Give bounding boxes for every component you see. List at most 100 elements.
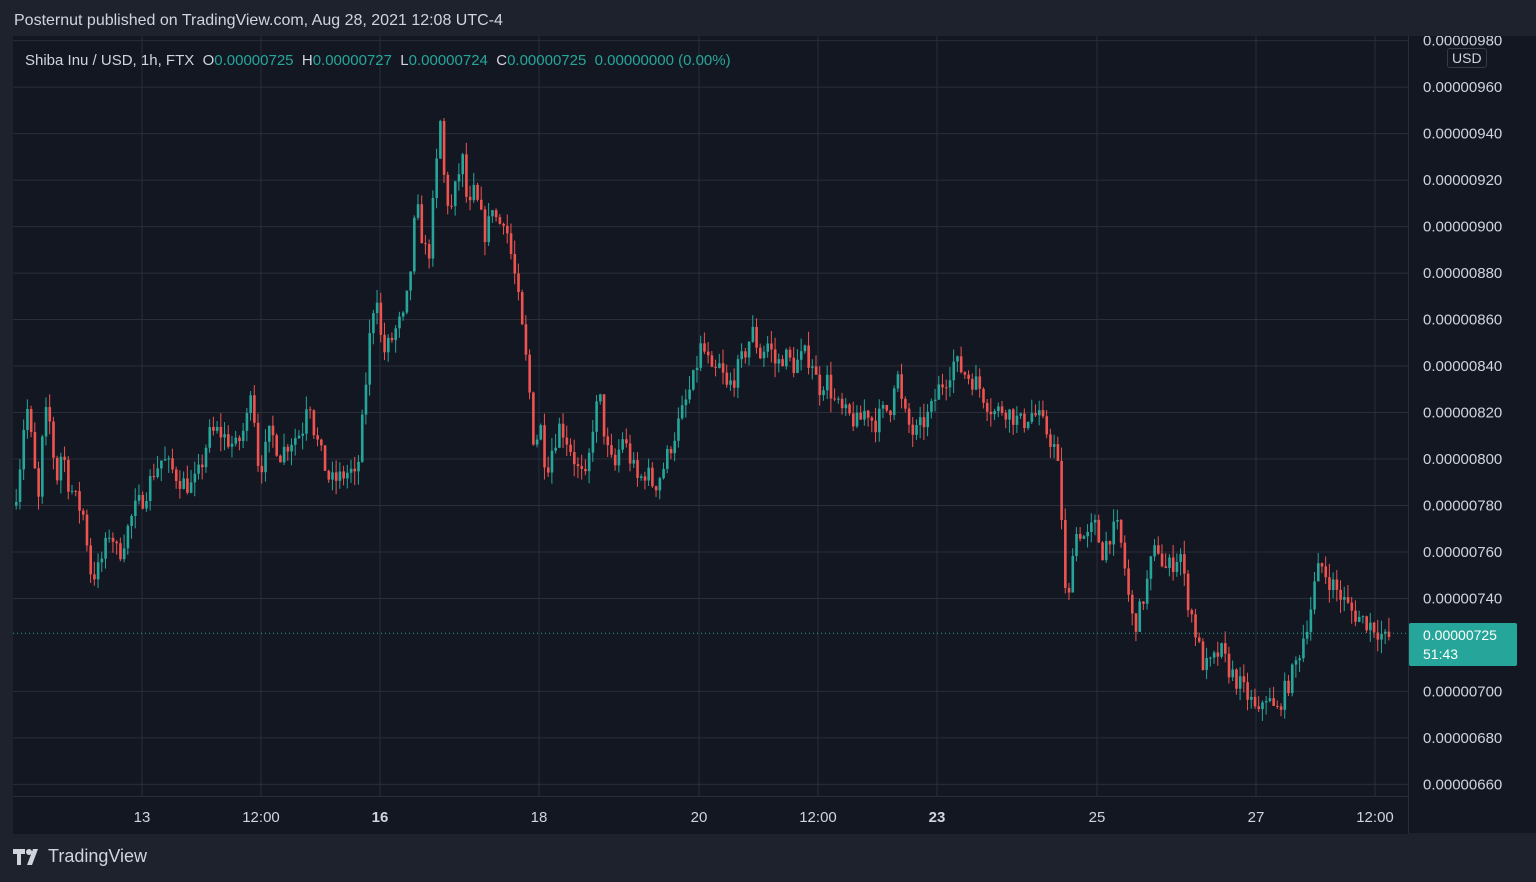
candle-body <box>238 437 241 442</box>
candle-body <box>316 435 319 440</box>
candle-body <box>1305 631 1309 639</box>
candle-body <box>41 436 44 497</box>
candle-body <box>982 388 985 403</box>
candle-body <box>401 312 405 317</box>
candle-body <box>587 452 591 472</box>
candle-body <box>63 456 66 460</box>
candle-body <box>160 460 163 469</box>
candle-body <box>825 374 829 391</box>
brand-footer[interactable]: TradingView <box>13 846 147 867</box>
candle-body <box>81 510 85 515</box>
candle-body <box>766 343 770 352</box>
candle-body <box>781 359 784 367</box>
candle-body <box>1250 696 1253 700</box>
candle-body <box>1104 541 1108 561</box>
candle-body <box>301 433 305 436</box>
candle-body <box>264 441 267 473</box>
candle-body <box>904 398 907 409</box>
candle-body <box>1078 533 1082 539</box>
candle-body <box>848 404 851 414</box>
time-tick-label: 12:00 <box>242 809 280 826</box>
candle-body <box>145 500 148 509</box>
candle-body <box>762 351 766 359</box>
candle-body <box>1276 705 1279 707</box>
candle-body <box>1153 545 1156 557</box>
price-tick-label: 0.00000820 <box>1423 405 1502 422</box>
candle-body <box>755 326 758 348</box>
candle-body <box>692 370 695 390</box>
candle-body <box>684 399 688 406</box>
price-tick-label: 0.00000740 <box>1423 590 1502 607</box>
candle-body <box>93 574 96 580</box>
candle-body <box>74 490 78 492</box>
candle-body <box>249 395 252 414</box>
candle-body <box>494 210 498 218</box>
candle-body <box>368 333 371 385</box>
candle-body <box>122 548 126 560</box>
candle-body <box>721 363 725 373</box>
candle-body <box>863 410 866 420</box>
time-tick-label: 13 <box>134 809 151 826</box>
candle-body <box>1238 676 1242 689</box>
time-tick-label: 27 <box>1248 809 1265 826</box>
candle-body <box>1309 609 1313 632</box>
candle-body <box>561 423 565 438</box>
candle-body <box>915 425 918 435</box>
candle-body <box>632 460 636 464</box>
candle-body <box>487 216 491 243</box>
candle-body <box>1127 568 1130 595</box>
price-tick-label: 0.00000660 <box>1423 776 1502 793</box>
candle-body <box>706 351 710 356</box>
candle-body <box>215 426 219 431</box>
candle-body <box>472 184 476 201</box>
candle-body <box>792 357 796 373</box>
candle-body <box>1168 557 1171 568</box>
chart-pane[interactable] <box>13 36 1408 796</box>
candle-body <box>945 387 948 389</box>
candle-body <box>141 494 145 509</box>
candle-body <box>108 537 111 539</box>
candle-body <box>260 465 264 473</box>
candle-body <box>357 461 360 472</box>
candle-body <box>171 458 174 470</box>
candle-body <box>1194 614 1197 638</box>
candle-body <box>1339 589 1342 600</box>
candle-body <box>1361 616 1365 618</box>
legend-symbol[interactable]: Shiba Inu / USD, 1h, FTX <box>25 52 195 69</box>
candle-body <box>465 154 468 197</box>
candle-body <box>372 313 375 334</box>
price-tick-label: 0.00000940 <box>1423 126 1502 143</box>
time-tick-label: 12:00 <box>1356 809 1394 826</box>
candle-body <box>427 244 431 259</box>
currency-badge[interactable]: USD <box>1447 48 1487 68</box>
candle-body <box>807 345 810 368</box>
candle-body <box>1380 633 1383 640</box>
candle-body <box>204 447 208 468</box>
candle-body <box>528 354 531 393</box>
candle-body <box>156 468 159 478</box>
candle-body <box>201 464 204 468</box>
candle-body <box>718 363 721 368</box>
candle-body <box>1357 617 1361 622</box>
candle-body <box>751 326 755 342</box>
candle-body <box>1075 533 1078 556</box>
candle-body <box>67 459 70 492</box>
candle-body <box>1227 653 1231 678</box>
candlestick-chart[interactable] <box>13 36 1408 796</box>
candle-body <box>1287 680 1290 694</box>
candle-body <box>208 426 212 448</box>
candle-body <box>878 408 881 433</box>
candle-body <box>100 558 104 563</box>
candle-body <box>1138 601 1142 632</box>
candle-body <box>1283 680 1287 710</box>
candle-body <box>234 437 238 444</box>
candle-body <box>569 444 572 452</box>
candle-body <box>844 404 848 409</box>
candle-body <box>513 254 517 274</box>
time-tick-label: 18 <box>531 809 548 826</box>
time-scale[interactable]: 13 12:00 16 18 20 12:00 23 25 27 12:00 <box>13 796 1408 834</box>
candle-body <box>1179 554 1182 562</box>
candle-body <box>740 351 743 360</box>
candle-body <box>1030 413 1034 422</box>
price-scale[interactable]: 0.00000980 0.00000960 0.00000940 0.00000920… <box>1408 36 1536 833</box>
